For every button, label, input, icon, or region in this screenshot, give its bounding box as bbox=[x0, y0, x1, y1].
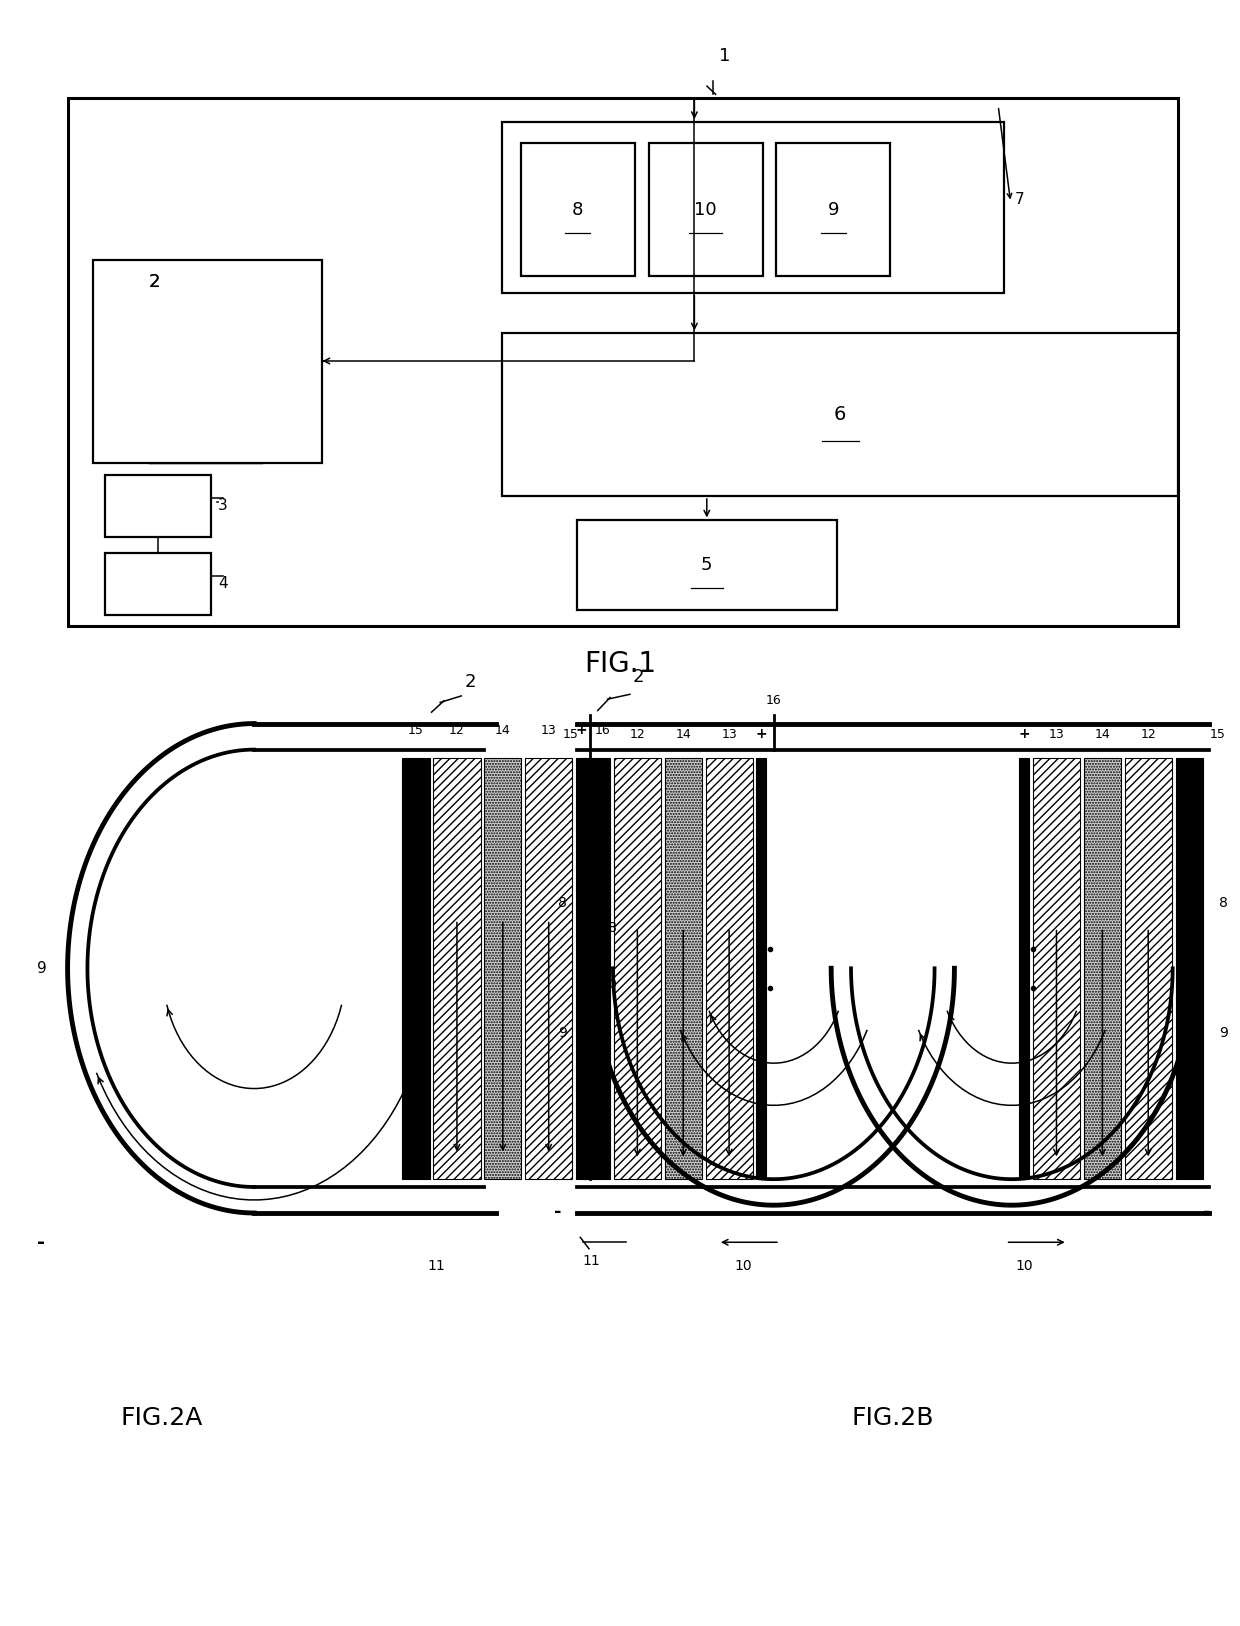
Text: 10: 10 bbox=[694, 200, 717, 220]
Text: 15: 15 bbox=[408, 724, 424, 737]
Bar bbox=[665, 758, 702, 1179]
Text: 5: 5 bbox=[701, 556, 713, 574]
Text: 8: 8 bbox=[1219, 896, 1228, 911]
Bar bbox=[776, 143, 890, 276]
Bar bbox=[93, 260, 322, 463]
Bar bbox=[1125, 758, 1172, 1179]
Text: 15: 15 bbox=[563, 728, 578, 741]
Text: 9: 9 bbox=[827, 200, 839, 220]
Text: 11: 11 bbox=[428, 1259, 445, 1273]
Text: 14: 14 bbox=[1095, 728, 1110, 741]
Text: 8: 8 bbox=[609, 920, 618, 935]
Text: 14: 14 bbox=[676, 728, 691, 741]
Text: 12: 12 bbox=[449, 724, 465, 737]
Bar bbox=[105, 475, 211, 537]
Bar bbox=[502, 122, 1004, 293]
Text: 6: 6 bbox=[835, 405, 846, 424]
Bar bbox=[1019, 758, 1029, 1179]
Bar bbox=[577, 520, 837, 610]
Text: 3: 3 bbox=[218, 498, 228, 514]
Text: -: - bbox=[36, 1233, 45, 1252]
Bar bbox=[502, 333, 1178, 496]
Text: 2: 2 bbox=[149, 273, 160, 291]
Bar bbox=[402, 758, 430, 1179]
Text: 16: 16 bbox=[766, 694, 781, 707]
Bar bbox=[1084, 758, 1121, 1179]
Text: 16: 16 bbox=[594, 724, 610, 737]
Bar bbox=[105, 553, 211, 615]
Text: +: + bbox=[575, 722, 587, 737]
Text: 2: 2 bbox=[632, 668, 644, 686]
Bar bbox=[484, 758, 521, 1179]
Text: 2: 2 bbox=[149, 273, 160, 291]
Text: FIG.2A: FIG.2A bbox=[120, 1406, 202, 1431]
Text: 9: 9 bbox=[1219, 1026, 1228, 1041]
Bar bbox=[756, 758, 766, 1179]
Bar bbox=[583, 758, 610, 1179]
Text: 2: 2 bbox=[465, 673, 476, 691]
Text: 4: 4 bbox=[218, 576, 228, 592]
Text: 14: 14 bbox=[495, 724, 511, 737]
Text: 11: 11 bbox=[583, 1254, 600, 1268]
Text: 13: 13 bbox=[1049, 728, 1064, 741]
Text: 13: 13 bbox=[541, 724, 557, 737]
Bar bbox=[68, 98, 1178, 626]
Text: FIG.1: FIG.1 bbox=[584, 650, 656, 678]
Text: 10: 10 bbox=[603, 979, 618, 990]
Text: 7: 7 bbox=[1014, 192, 1024, 207]
Bar bbox=[1176, 758, 1203, 1179]
Bar bbox=[1033, 758, 1080, 1179]
Text: 12: 12 bbox=[1141, 728, 1156, 741]
Text: FIG.2B: FIG.2B bbox=[852, 1406, 934, 1431]
Bar bbox=[434, 758, 481, 1179]
Text: 12: 12 bbox=[630, 728, 645, 741]
Text: 8: 8 bbox=[558, 896, 567, 911]
Bar bbox=[526, 758, 572, 1179]
Text: -: - bbox=[1203, 1203, 1210, 1221]
Bar bbox=[521, 143, 635, 276]
Bar bbox=[649, 143, 763, 276]
Text: 13: 13 bbox=[722, 728, 737, 741]
Bar bbox=[575, 758, 585, 1179]
Text: 9: 9 bbox=[558, 1026, 567, 1041]
Bar bbox=[614, 758, 661, 1179]
Text: 9: 9 bbox=[36, 961, 46, 976]
Text: 10: 10 bbox=[734, 1259, 751, 1273]
Text: 8: 8 bbox=[572, 200, 584, 220]
Text: +: + bbox=[755, 727, 768, 741]
Text: 1: 1 bbox=[719, 47, 730, 65]
Text: 15: 15 bbox=[1210, 728, 1225, 741]
Text: -: - bbox=[554, 1203, 562, 1221]
Bar bbox=[706, 758, 753, 1179]
Text: +: + bbox=[1018, 727, 1030, 741]
Text: 10: 10 bbox=[1016, 1259, 1033, 1273]
